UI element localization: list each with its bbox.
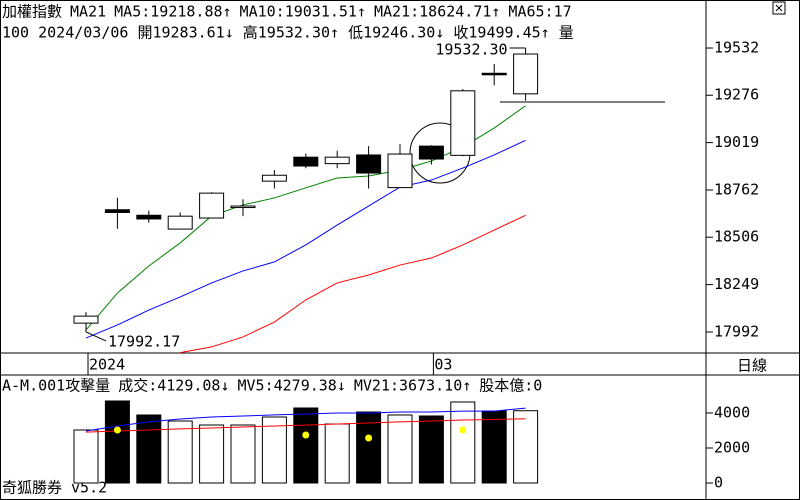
legend-entry: MA5:19218.88↑ xyxy=(114,3,231,21)
candle-body xyxy=(167,215,193,230)
y-tick-label: 19019 xyxy=(714,133,759,151)
volume-bar xyxy=(73,429,99,484)
legend-entry: MV21:3673.10↑ xyxy=(354,377,471,395)
volume-bar xyxy=(104,400,130,484)
y-tick-label: 18762 xyxy=(714,181,759,199)
y-tick-label: 4000 xyxy=(714,403,750,421)
legend-entry: 股本億:0 xyxy=(479,377,542,395)
y-tick-label: 0 xyxy=(714,473,723,491)
x-tick-label: 03 xyxy=(434,356,452,374)
volume-bar xyxy=(136,414,162,484)
candle-body xyxy=(136,214,162,220)
volume-bar xyxy=(293,407,319,484)
volume-bar xyxy=(230,424,256,484)
volume-bar xyxy=(513,410,539,484)
legend-entry: MA21:18624.71↑ xyxy=(374,3,500,21)
chart-title: 加權指數 xyxy=(2,3,62,21)
moving-average-line xyxy=(85,418,526,433)
header: 加權指數 MA21 MA5:19218.88↑ MA10:19031.51↑ MA21:… xyxy=(2,3,572,21)
candle-body xyxy=(513,53,539,95)
panel-title: A-M.001攻擊量 xyxy=(2,377,110,395)
signal-marker xyxy=(459,426,467,434)
volume-bar xyxy=(356,411,382,484)
volume-bar xyxy=(167,420,193,484)
signal-marker xyxy=(365,434,373,442)
y-tick-label: 19276 xyxy=(714,86,759,104)
moving-average-line xyxy=(85,407,526,432)
candle-body xyxy=(104,209,130,213)
x-tick-label: 2024 xyxy=(89,356,125,374)
moving-average-line xyxy=(180,214,526,353)
candle-body xyxy=(73,315,99,324)
high-label: 19532.30 xyxy=(435,40,507,58)
indicator: MA21 xyxy=(70,3,106,21)
legend-entry: MA10:19031.51↑ xyxy=(240,3,366,21)
low-pointer xyxy=(85,331,107,342)
candle-body xyxy=(418,145,444,160)
y-tick-label: 2000 xyxy=(714,438,750,456)
legend-entry: 成交:4129.08↓ xyxy=(118,377,229,395)
y-tick-label: 18249 xyxy=(714,275,759,293)
candle-body xyxy=(293,156,319,167)
price-info: 100 2024/03/06 開19283.61↓ 高19532.30↑ 低19… xyxy=(2,24,574,42)
moving-average-line xyxy=(85,139,526,339)
volume-bar xyxy=(450,401,476,484)
plot xyxy=(73,47,539,353)
candle-body xyxy=(356,154,382,174)
window-button-icon xyxy=(775,4,783,12)
y-tick-label: 17992 xyxy=(714,322,759,340)
y-tick-label: 19532 xyxy=(714,39,759,57)
candle-body xyxy=(324,156,350,165)
period-label: 日線 xyxy=(737,357,767,375)
volume-bar xyxy=(261,416,287,484)
candle-body xyxy=(230,205,256,209)
signal-marker xyxy=(302,431,310,439)
volume-bar xyxy=(324,423,350,484)
volume-bar xyxy=(199,424,225,484)
candle-body xyxy=(387,153,413,189)
legend-entry: MA65:17 xyxy=(508,3,571,21)
low-label: 17992.17 xyxy=(108,332,180,350)
volume-bar xyxy=(481,410,507,484)
candle-body xyxy=(450,90,476,156)
candle-body xyxy=(199,192,225,219)
volume-bar xyxy=(387,414,413,484)
volume-bar xyxy=(418,415,444,484)
candle-body xyxy=(481,72,507,76)
signal-marker xyxy=(113,426,121,434)
candle-body xyxy=(261,174,287,182)
legend-entry: MV5:4279.38↓ xyxy=(238,377,346,395)
y-tick-label: 18506 xyxy=(714,228,759,246)
